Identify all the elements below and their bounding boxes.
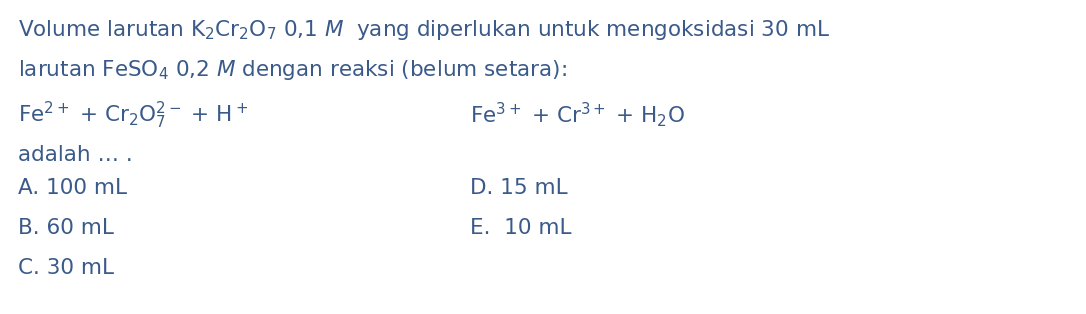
Text: E.  10 mL: E. 10 mL <box>470 218 571 238</box>
Text: larutan FeSO$_4$ 0,2 $\mathit{M}$ dengan reaksi (belum setara):: larutan FeSO$_4$ 0,2 $\mathit{M}$ dengan… <box>18 58 567 82</box>
Text: Fe$^{3+}$ + Cr$^{3+}$ + H$_2$O: Fe$^{3+}$ + Cr$^{3+}$ + H$_2$O <box>470 100 685 129</box>
Text: B. 60 mL: B. 60 mL <box>18 218 114 238</box>
Text: Volume larutan K$_2$Cr$_2$O$_7$ 0,1 $\mathit{M}$  yang diperlukan untuk mengoksi: Volume larutan K$_2$Cr$_2$O$_7$ 0,1 $\ma… <box>18 18 830 42</box>
Text: D. 15 mL: D. 15 mL <box>470 178 568 198</box>
Text: C. 30 mL: C. 30 mL <box>18 258 114 278</box>
Text: adalah … .: adalah … . <box>18 145 132 165</box>
Text: Fe$^{2+}$ + Cr$_2$O$_7^{2-}$ + H$^+$: Fe$^{2+}$ + Cr$_2$O$_7^{2-}$ + H$^+$ <box>18 100 248 131</box>
Text: A. 100 mL: A. 100 mL <box>18 178 127 198</box>
